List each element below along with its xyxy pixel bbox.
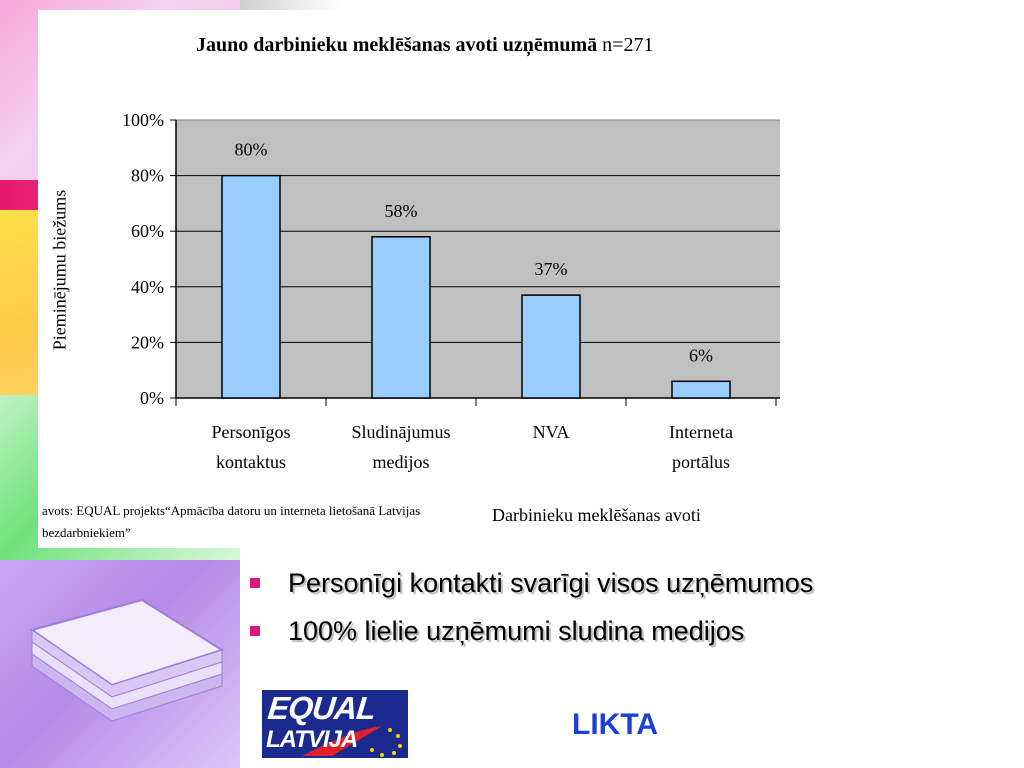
- books-image: [29, 598, 225, 722]
- bar: [521, 294, 581, 399]
- data-label: 37%: [535, 259, 568, 279]
- bullet-square-icon: [250, 626, 260, 636]
- data-label: 6%: [689, 345, 713, 365]
- bullet-text: 100% lielie uzņēmumi sludina medijos: [288, 616, 745, 646]
- y-tick-label: 60%: [131, 221, 164, 241]
- bullet-square-icon: [250, 578, 260, 588]
- category-label: NVA: [533, 422, 570, 442]
- category-label: Interneta: [669, 422, 733, 442]
- y-tick-label: 20%: [131, 332, 164, 352]
- category-label: medijos: [373, 452, 430, 472]
- equal-latvija-logo: EQUAL LATVIJA: [262, 690, 408, 758]
- bar-chart: 0% 20% 40% 60% 80% 100% 80% Personīgos kontaktus…: [122, 110, 780, 472]
- category-label: Sludinājumus: [351, 422, 450, 442]
- y-tick-label: 40%: [131, 277, 164, 297]
- y-tick-label: 80%: [131, 166, 164, 186]
- likta-logo: LIKTA: [572, 708, 659, 741]
- bullet-item: Personīgi kontakti svarīgi visos uzņēmum…: [250, 564, 813, 612]
- chart-panel: Jauno darbinieku meklēšanas avoti uzņēmu…: [38, 10, 780, 548]
- y-tick-label: 0%: [140, 388, 164, 408]
- chart-title-main: Jauno darbinieku meklēšanas avoti uzņēmu…: [196, 34, 598, 56]
- bullet-list: Personīgi kontakti svarīgi visos uzņēmum…: [250, 564, 813, 660]
- category-label: portālus: [672, 452, 730, 472]
- top-gradient-bar: [240, 0, 340, 10]
- source-note: avots: EQUAL projekts“Apmācība datoru un…: [42, 503, 421, 540]
- bar: [671, 380, 731, 399]
- bullet-item: 100% lielie uzņēmumi sludina medijos: [250, 612, 813, 660]
- data-label: 58%: [385, 201, 418, 221]
- data-label: 80%: [235, 140, 268, 160]
- category-label: Personīgos: [211, 422, 290, 442]
- chart-title: Jauno darbinieku meklēšanas avoti uzņēmu…: [196, 34, 653, 57]
- logo-text-equal: EQUAL: [266, 690, 377, 726]
- chart-title-sample: n=271: [602, 34, 654, 56]
- x-axis-label: Darbinieku meklēšanas avoti: [492, 505, 701, 525]
- logo-text-latvija: LATVIJA: [266, 726, 358, 753]
- bar: [371, 236, 431, 399]
- logo-swoosh-icon: [302, 726, 402, 757]
- bullet-text: Personīgi kontakti svarīgi visos uzņēmum…: [288, 568, 814, 598]
- bar: [221, 174, 281, 399]
- category-label: kontaktus: [216, 452, 286, 472]
- y-tick-label: 100%: [122, 110, 164, 130]
